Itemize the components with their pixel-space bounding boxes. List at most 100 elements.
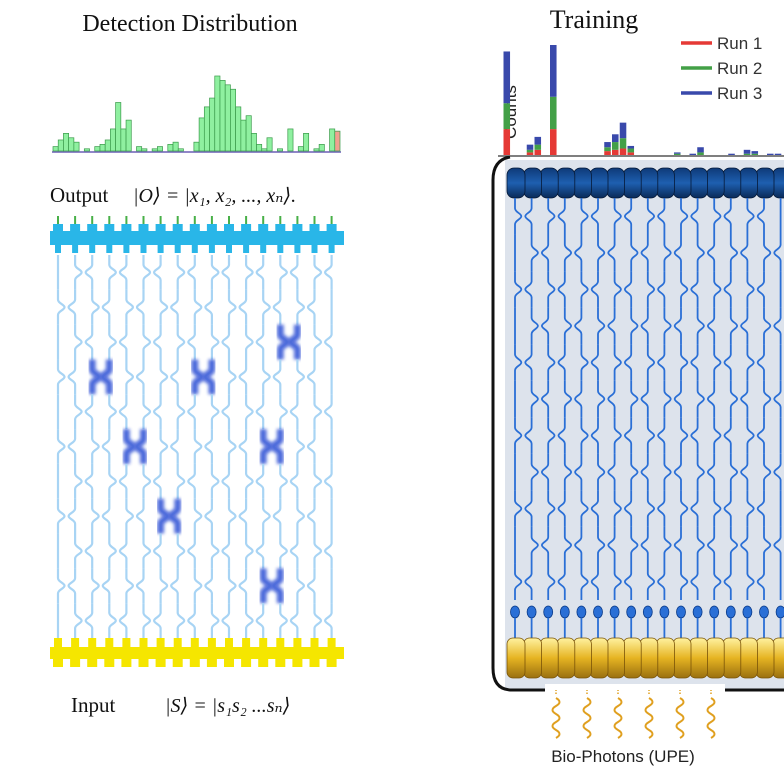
waveguide-segment — [580, 344, 589, 381]
histogram-bar — [177, 148, 184, 152]
left-detector-array — [50, 216, 344, 253]
histogram-bar — [235, 106, 242, 152]
waveguide-segment — [279, 463, 288, 499]
histogram-bar — [120, 128, 127, 152]
waveguide-segment — [255, 255, 265, 290]
waveguide-segment — [756, 344, 765, 381]
waveguide-segment — [153, 255, 162, 290]
detector-pixel — [206, 224, 217, 232]
biophoton-wavelets — [551, 690, 716, 739]
waveguide-segment — [746, 417, 755, 454]
source-pixel — [173, 638, 182, 648]
waveguide-segment — [590, 344, 599, 381]
waveguide-segment — [557, 417, 566, 454]
training-bar-segment — [534, 136, 542, 145]
photonic-chip — [491, 155, 784, 692]
training-bar-segment — [619, 148, 627, 155]
source-cylinder — [539, 637, 559, 679]
waveguide-segment — [56, 568, 66, 604]
waveguide-segment — [135, 498, 145, 534]
waveguide-segment — [663, 307, 672, 345]
detector-pixel — [226, 245, 232, 253]
waveguide-segment — [640, 234, 649, 272]
detector-pixel — [309, 224, 320, 232]
waveguide-segment — [255, 324, 265, 360]
waveguide-segment — [646, 344, 656, 381]
light-path-highlight — [157, 498, 182, 534]
waveguide-segment — [118, 324, 128, 360]
detector-cylinder — [656, 167, 675, 199]
waveguide-segment — [221, 603, 231, 638]
waveguide-segment — [204, 498, 213, 534]
waveguide-segment — [67, 568, 77, 604]
source-pixel — [190, 638, 199, 648]
waveguide-segment — [289, 463, 299, 499]
waveguide-segment — [723, 344, 732, 381]
waveguide-segment — [574, 307, 583, 345]
waveguide-segment — [56, 429, 66, 464]
waveguide-segment — [245, 324, 254, 360]
histogram-bar — [329, 128, 336, 152]
waveguide-segment — [657, 490, 666, 527]
waveguide-segment — [680, 417, 689, 454]
histogram-bar — [287, 128, 294, 152]
waveguide-segment — [118, 533, 128, 569]
detector-pixel — [224, 224, 234, 232]
waveguide-segment — [245, 394, 254, 430]
waveguide-segment — [763, 453, 772, 491]
phase-shifter — [642, 605, 653, 619]
waveguide-segment — [56, 359, 66, 395]
training-bar-segment — [767, 153, 774, 155]
legend: Run 1 Run 2 Run 3 — [681, 34, 762, 103]
waveguide-segment — [740, 234, 749, 272]
waveguide-segment — [262, 498, 271, 534]
waveguide-segment — [324, 394, 333, 430]
detector-pin — [262, 216, 265, 224]
waveguide-segment — [272, 498, 282, 534]
waveguide-segment — [74, 603, 83, 638]
waveguide-segment — [289, 603, 299, 638]
waveguide-segment — [630, 380, 639, 418]
waveguide-segment — [324, 463, 333, 499]
training-bar-segment — [503, 51, 511, 104]
waveguide-segment — [238, 568, 248, 604]
waveguide-segment — [756, 417, 765, 454]
waveguide-segment — [574, 453, 583, 491]
waveguide-segment — [680, 271, 689, 308]
histogram-bar — [203, 106, 210, 152]
waveguide-segment — [746, 490, 755, 527]
waveguide-segment — [547, 198, 556, 235]
source-pixel — [121, 658, 132, 667]
waveguide-segment — [221, 463, 231, 499]
detector-pixel — [260, 245, 267, 253]
waveguide-segment — [210, 394, 220, 430]
waveguide-segment — [646, 417, 656, 454]
waveguide-segment — [142, 394, 152, 430]
input-state-equation: |S⟩ = |s₁s₂ ...sₙ⟩ — [165, 695, 290, 717]
waveguide-segment — [176, 533, 186, 569]
source-pixel — [326, 658, 337, 667]
waveguide-segment — [597, 453, 606, 491]
waveguide-segment — [272, 359, 282, 395]
waveguide-segment — [557, 198, 566, 235]
training-histogram — [498, 45, 784, 157]
phase-shifter — [526, 605, 537, 619]
waveguide-segment — [763, 526, 772, 564]
detector-cylinder — [573, 167, 592, 199]
detection-histogram — [52, 75, 341, 153]
histogram-bar — [198, 117, 205, 152]
phase-shifter — [759, 605, 769, 619]
waveguide-segment — [125, 568, 134, 604]
biophoton-box — [545, 684, 725, 744]
waveguide-segment — [597, 234, 606, 272]
source-pixel — [104, 658, 115, 667]
waveguide-segment — [673, 380, 682, 418]
waveguide-segment — [176, 603, 186, 638]
waveguide-segment — [108, 324, 117, 360]
waveguide-segment — [663, 380, 672, 418]
histogram-bar — [256, 144, 263, 152]
waveguide-segment — [524, 490, 533, 527]
training-bar-segment — [627, 152, 635, 155]
detector-cylinder — [523, 167, 542, 199]
